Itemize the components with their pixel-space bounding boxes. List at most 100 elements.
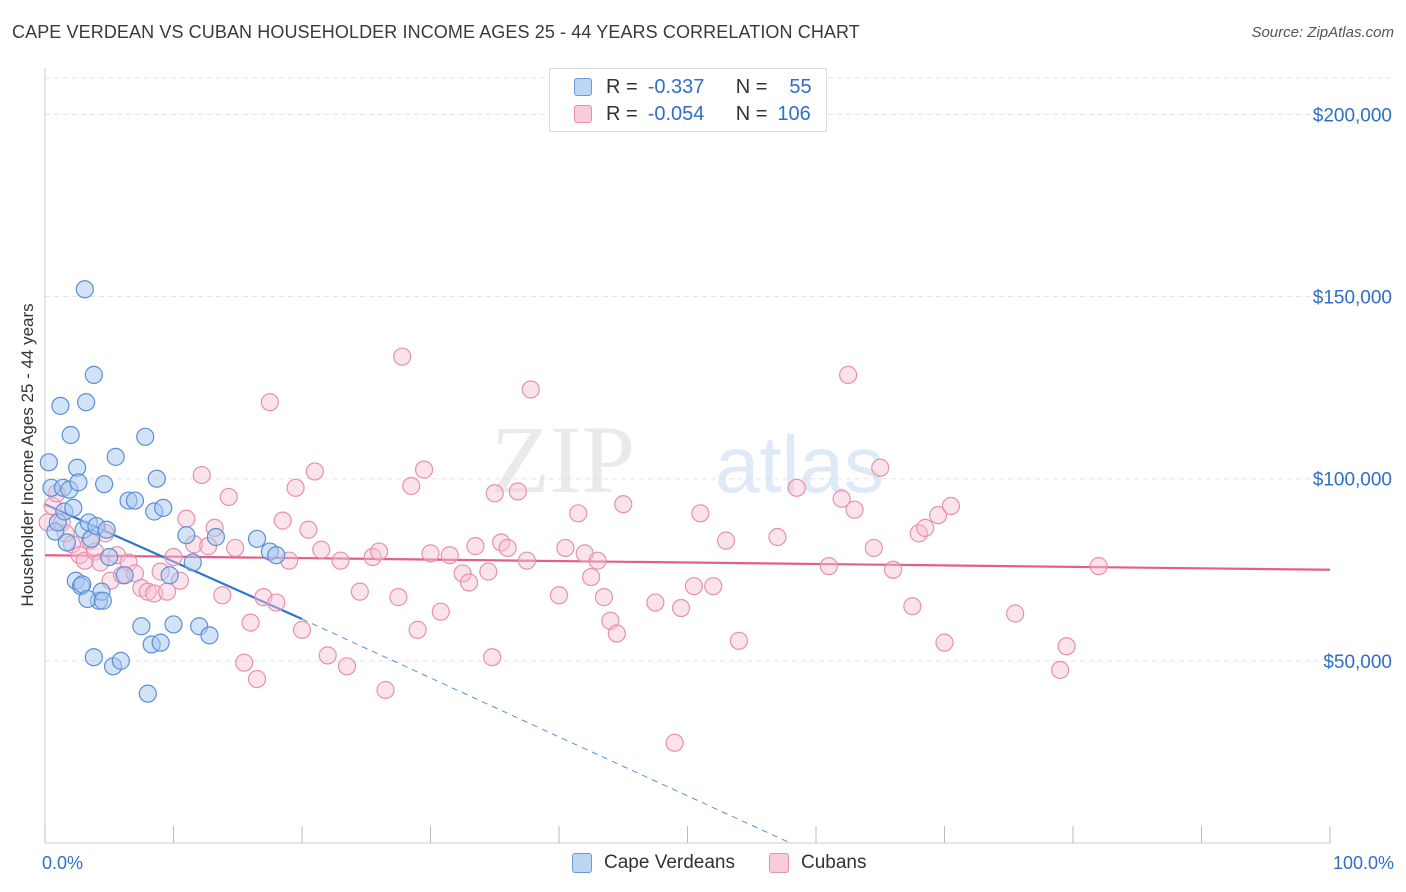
cape-verdeans-point xyxy=(125,491,145,510)
cubans-point xyxy=(768,527,787,547)
cubans-point xyxy=(370,542,389,561)
cubans-point xyxy=(292,620,312,639)
cape-verdeans-point xyxy=(95,475,114,494)
y-tick-label: $100,000 xyxy=(1313,470,1392,491)
legend-row-cape-verdeans: R = -0.337 N = 55 xyxy=(574,75,812,99)
cubans-point xyxy=(479,562,498,581)
cubans-point xyxy=(556,538,575,558)
cape-verdeans-point xyxy=(75,280,94,299)
cubans-point xyxy=(453,564,472,583)
legend-label-cape-verdeans: Cape Verdeans xyxy=(604,852,735,873)
cubans-point xyxy=(70,546,89,565)
cape-verdeans-point xyxy=(64,498,83,517)
y-axis-label: Householder Income Ages 25 - 44 years xyxy=(18,303,37,607)
cubans-point xyxy=(299,520,318,539)
x-tick-label-max: 100.0% xyxy=(1333,853,1394,873)
r-label: R = xyxy=(606,102,638,125)
cubans-point xyxy=(219,487,238,507)
cubans-point xyxy=(671,598,691,618)
cubans-point xyxy=(164,547,183,567)
cape-verdeans-point xyxy=(247,529,267,548)
cape-verdeans-point xyxy=(147,469,166,488)
legend-label-cubans: Cubans xyxy=(801,852,867,873)
n-label: N = xyxy=(735,75,768,98)
cape-verdeans-point xyxy=(267,546,286,565)
legend-item-cubans[interactable]: Cubans xyxy=(769,852,867,874)
cape-verdeans-point xyxy=(84,648,103,667)
cubans-point xyxy=(177,509,196,528)
cubans-point xyxy=(402,476,421,496)
cape-verdeans-point xyxy=(164,615,183,634)
cubans-point xyxy=(684,577,704,596)
cubans-point xyxy=(787,478,806,497)
cape-verdeans-trend-extension xyxy=(301,618,791,844)
cape-verdeans-point xyxy=(160,566,179,585)
cubans-point xyxy=(607,624,626,643)
cape-verdeans-point xyxy=(77,393,96,412)
cubans-point xyxy=(485,484,504,503)
legend-swatch-pink xyxy=(769,853,789,873)
cubans-point xyxy=(138,582,157,601)
r-value: -0.054 xyxy=(647,102,705,125)
cape-verdeans-point xyxy=(111,651,130,670)
cubans-point xyxy=(916,518,935,537)
y-tick-label: $150,000 xyxy=(1313,288,1392,309)
cubans-point xyxy=(213,586,232,605)
r-label: R = xyxy=(606,75,638,98)
watermark-atlas: atlas xyxy=(715,420,884,509)
cubans-point xyxy=(483,648,502,667)
cubans-point xyxy=(691,504,710,523)
cape-verdeans-point xyxy=(136,427,155,446)
cubans-point xyxy=(440,546,459,565)
cubans-point xyxy=(408,620,427,639)
cape-verdeans-point xyxy=(200,626,219,645)
watermark-zip: ZIP xyxy=(491,406,635,513)
cubans-point xyxy=(305,462,324,481)
cubans-point xyxy=(941,496,961,516)
cubans-point xyxy=(459,573,479,592)
cape-verdeans-point xyxy=(97,520,116,539)
cape-verdeans-point xyxy=(69,473,88,492)
x-tick-label-min: 0.0% xyxy=(42,853,83,873)
n-value: 106 xyxy=(777,102,811,125)
y-tick-label: $200,000 xyxy=(1313,105,1392,126)
cape-verdeans-points xyxy=(39,280,286,703)
n-label: N = xyxy=(735,102,768,125)
cubans-point xyxy=(582,567,601,587)
cubans-point xyxy=(1089,557,1108,576)
cubans-point xyxy=(226,538,245,558)
cubans-point xyxy=(845,500,864,519)
tick-labels: $50,000 $100,000 $150,000 $200,000 0.0% 100.0… xyxy=(42,105,1394,873)
cubans-point xyxy=(832,489,851,508)
chart-title: CAPE VERDEAN VS CUBAN HOUSEHOLDER INCOME… xyxy=(12,22,860,42)
cubans-point xyxy=(1057,637,1076,656)
cape-verdeans-point xyxy=(154,498,173,517)
cubans-point xyxy=(337,657,357,676)
cape-verdeans-point xyxy=(177,526,196,545)
cubans-point xyxy=(1051,660,1070,680)
cubans-point xyxy=(508,482,527,501)
cubans-point xyxy=(646,593,665,612)
cubans-point xyxy=(466,537,485,556)
legend-swatch-blue xyxy=(574,78,592,96)
cape-verdeans-point xyxy=(100,547,119,567)
cape-verdeans-point xyxy=(151,633,170,652)
cape-verdeans-point xyxy=(206,527,226,547)
cubans-point xyxy=(614,495,633,514)
cubans-point xyxy=(260,393,279,412)
series-legend: Cape Verdeans Cubans xyxy=(0,852,1406,878)
cape-verdeans-point xyxy=(39,453,58,472)
cape-verdeans-point xyxy=(115,566,134,585)
cubans-point xyxy=(393,347,412,366)
cubans-point xyxy=(928,506,948,525)
y-tick-label: $50,000 xyxy=(1323,652,1392,673)
cubans-point xyxy=(75,551,94,570)
source-credit: Source: ZipAtlas.com xyxy=(1251,24,1394,41)
r-value: -0.337 xyxy=(647,75,705,98)
grid-lines xyxy=(45,77,1394,662)
cubans-point xyxy=(883,560,903,579)
cubans-point xyxy=(704,577,723,596)
legend-item-cape-verdeans[interactable]: Cape Verdeans xyxy=(572,852,735,874)
cubans-point xyxy=(376,680,395,700)
